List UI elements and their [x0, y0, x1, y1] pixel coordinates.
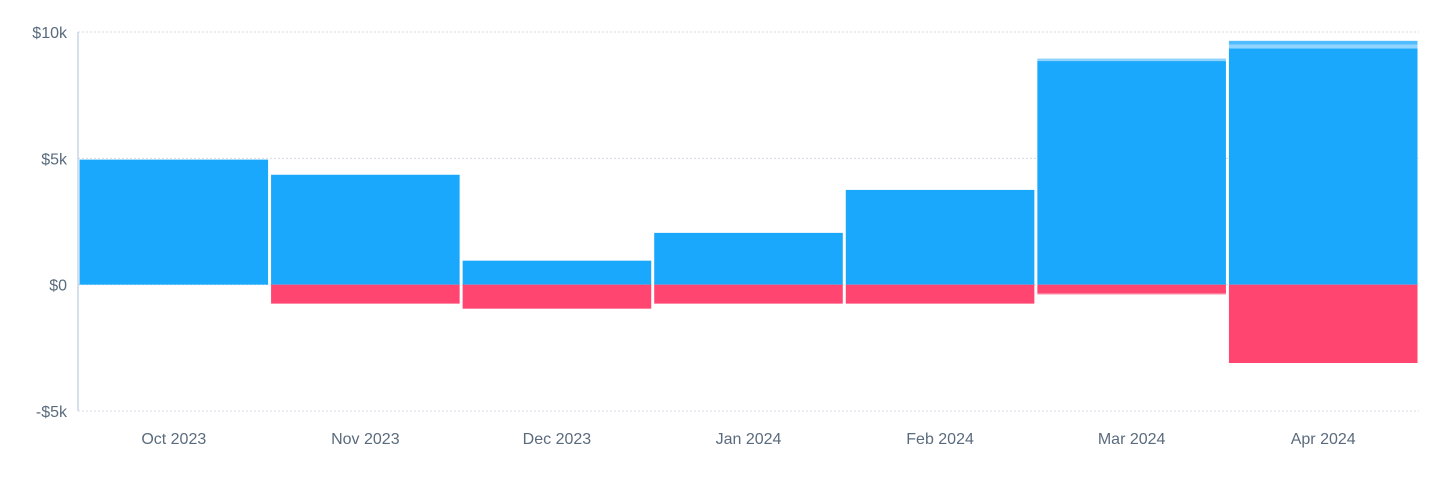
y-tick-labels: $10k $5k $0 -$5k	[32, 25, 68, 421]
bar-negative	[1037, 284, 1226, 294]
bar-negative	[462, 284, 652, 309]
x-tick-label: Nov 2023	[331, 431, 400, 448]
bar-positive	[1037, 61, 1226, 285]
bar-negative	[271, 284, 460, 304]
y-tick-label: $5k	[41, 151, 68, 168]
y-tick-label: $10k	[32, 25, 68, 42]
x-tick-label: Oct 2023	[141, 431, 206, 448]
bar-positive	[1228, 48, 1418, 285]
bar-negative	[654, 284, 843, 304]
x-tick-label: Mar 2024	[1098, 431, 1166, 448]
bar-positive	[1228, 40, 1418, 45]
bar-positive	[79, 159, 269, 285]
bar-negative	[845, 284, 1035, 304]
bars	[79, 40, 1418, 363]
y-tick-label: -$5k	[36, 404, 68, 421]
x-tick-label: Jan 2024	[716, 431, 782, 448]
bar-negative	[1228, 284, 1418, 363]
bar-positive	[654, 232, 843, 285]
bar-positive	[845, 189, 1035, 285]
x-tick-labels: Oct 2023 Nov 2023 Dec 2023 Jan 2024 Feb 2024…	[141, 431, 1355, 448]
bar-positive	[271, 174, 460, 285]
bar-positive	[462, 260, 652, 285]
x-tick-label: Apr 2024	[1291, 431, 1356, 448]
x-tick-label: Feb 2024	[906, 431, 974, 448]
bar-positive	[1228, 44, 1418, 49]
x-tick-label: Dec 2023	[523, 431, 592, 448]
y-tick-label: $0	[49, 278, 67, 295]
bar-positive	[1037, 58, 1226, 62]
bar-negative	[1037, 293, 1226, 295]
